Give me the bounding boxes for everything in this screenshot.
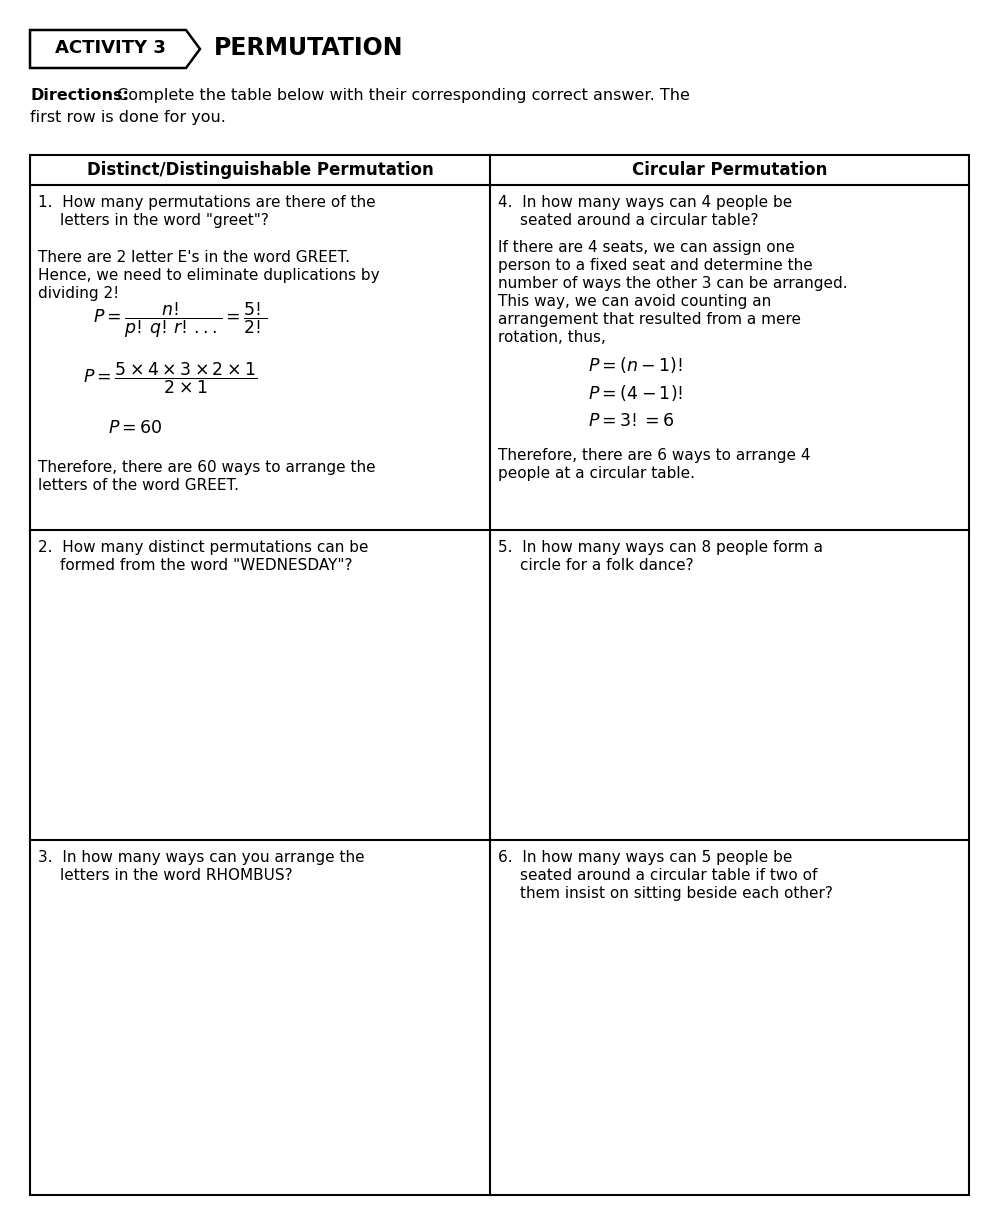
Text: person to a fixed seat and determine the: person to a fixed seat and determine the [498, 258, 813, 273]
Text: Therefore, there are 6 ways to arrange 4: Therefore, there are 6 ways to arrange 4 [498, 448, 810, 463]
Polygon shape [30, 29, 200, 69]
Text: Complete the table below with their corresponding correct answer. The: Complete the table below with their corr… [112, 88, 690, 103]
Bar [30, 156, 969, 1196]
Text: seated around a circular table?: seated around a circular table? [520, 213, 758, 228]
Text: them insist on sitting beside each other?: them insist on sitting beside each other… [520, 886, 833, 902]
Text: rotation, thus,: rotation, thus, [498, 330, 605, 345]
Text: 4.  In how many ways can 4 people be: 4. In how many ways can 4 people be [498, 195, 792, 209]
Text: $P = 60$: $P = 60$ [108, 419, 163, 437]
Text: number of ways the other 3 can be arranged.: number of ways the other 3 can be arrang… [498, 276, 847, 292]
Text: letters of the word GREET.: letters of the word GREET. [38, 478, 239, 492]
Text: arrangement that resulted from a mere: arrangement that resulted from a mere [498, 312, 801, 327]
Text: letters in the word RHOMBUS?: letters in the word RHOMBUS? [60, 869, 293, 883]
Text: dividing 2!: dividing 2! [38, 285, 119, 301]
Text: first row is done for you.: first row is done for you. [30, 110, 226, 125]
Text: people at a circular table.: people at a circular table. [498, 466, 695, 481]
Text: formed from the word "WEDNESDAY"?: formed from the word "WEDNESDAY"? [60, 559, 353, 573]
Text: Directions:: Directions: [30, 88, 129, 103]
Text: $P = \dfrac{5 \times 4 \times 3 \times 2 \times 1}{2 \times 1}$: $P = \dfrac{5 \times 4 \times 3 \times 2… [83, 360, 258, 396]
Text: $P = \dfrac{n!}{p!\,q!\,r!\,...} = \dfrac{5!}{2!}$: $P = \dfrac{n!}{p!\,q!\,r!\,...} = \dfra… [93, 300, 267, 339]
Text: 5.  In how many ways can 8 people form a: 5. In how many ways can 8 people form a [498, 540, 823, 555]
Text: Circular Permutation: Circular Permutation [631, 160, 827, 179]
Text: If there are 4 seats, we can assign one: If there are 4 seats, we can assign one [498, 240, 795, 255]
Text: This way, we can avoid counting an: This way, we can avoid counting an [498, 294, 771, 309]
Text: circle for a folk dance?: circle for a folk dance? [520, 559, 693, 573]
Text: Hence, we need to eliminate duplications by: Hence, we need to eliminate duplications… [38, 268, 380, 283]
Text: $P = 3! = 6$: $P = 3! = 6$ [588, 412, 674, 430]
Text: ACTIVITY 3: ACTIVITY 3 [55, 39, 166, 58]
Text: There are 2 letter E's in the word GREET.: There are 2 letter E's in the word GREET… [38, 250, 350, 265]
Text: Distinct/Distinguishable Permutation: Distinct/Distinguishable Permutation [87, 160, 434, 179]
Text: 6.  In how many ways can 5 people be: 6. In how many ways can 5 people be [498, 850, 792, 865]
Text: 3.  In how many ways can you arrange the: 3. In how many ways can you arrange the [38, 850, 365, 865]
Text: Therefore, there are 60 ways to arrange the: Therefore, there are 60 ways to arrange … [38, 461, 376, 475]
Text: 1.  How many permutations are there of the: 1. How many permutations are there of th… [38, 195, 376, 209]
Text: PERMUTATION: PERMUTATION [214, 36, 404, 60]
Text: seated around a circular table if two of: seated around a circular table if two of [520, 869, 817, 883]
Text: $P = (n-1)!$: $P = (n-1)!$ [588, 355, 683, 375]
Text: $P = (4-1)!$: $P = (4-1)!$ [588, 383, 683, 403]
Text: 2.  How many distinct permutations can be: 2. How many distinct permutations can be [38, 540, 369, 555]
Text: letters in the word "greet"?: letters in the word "greet"? [60, 213, 269, 228]
